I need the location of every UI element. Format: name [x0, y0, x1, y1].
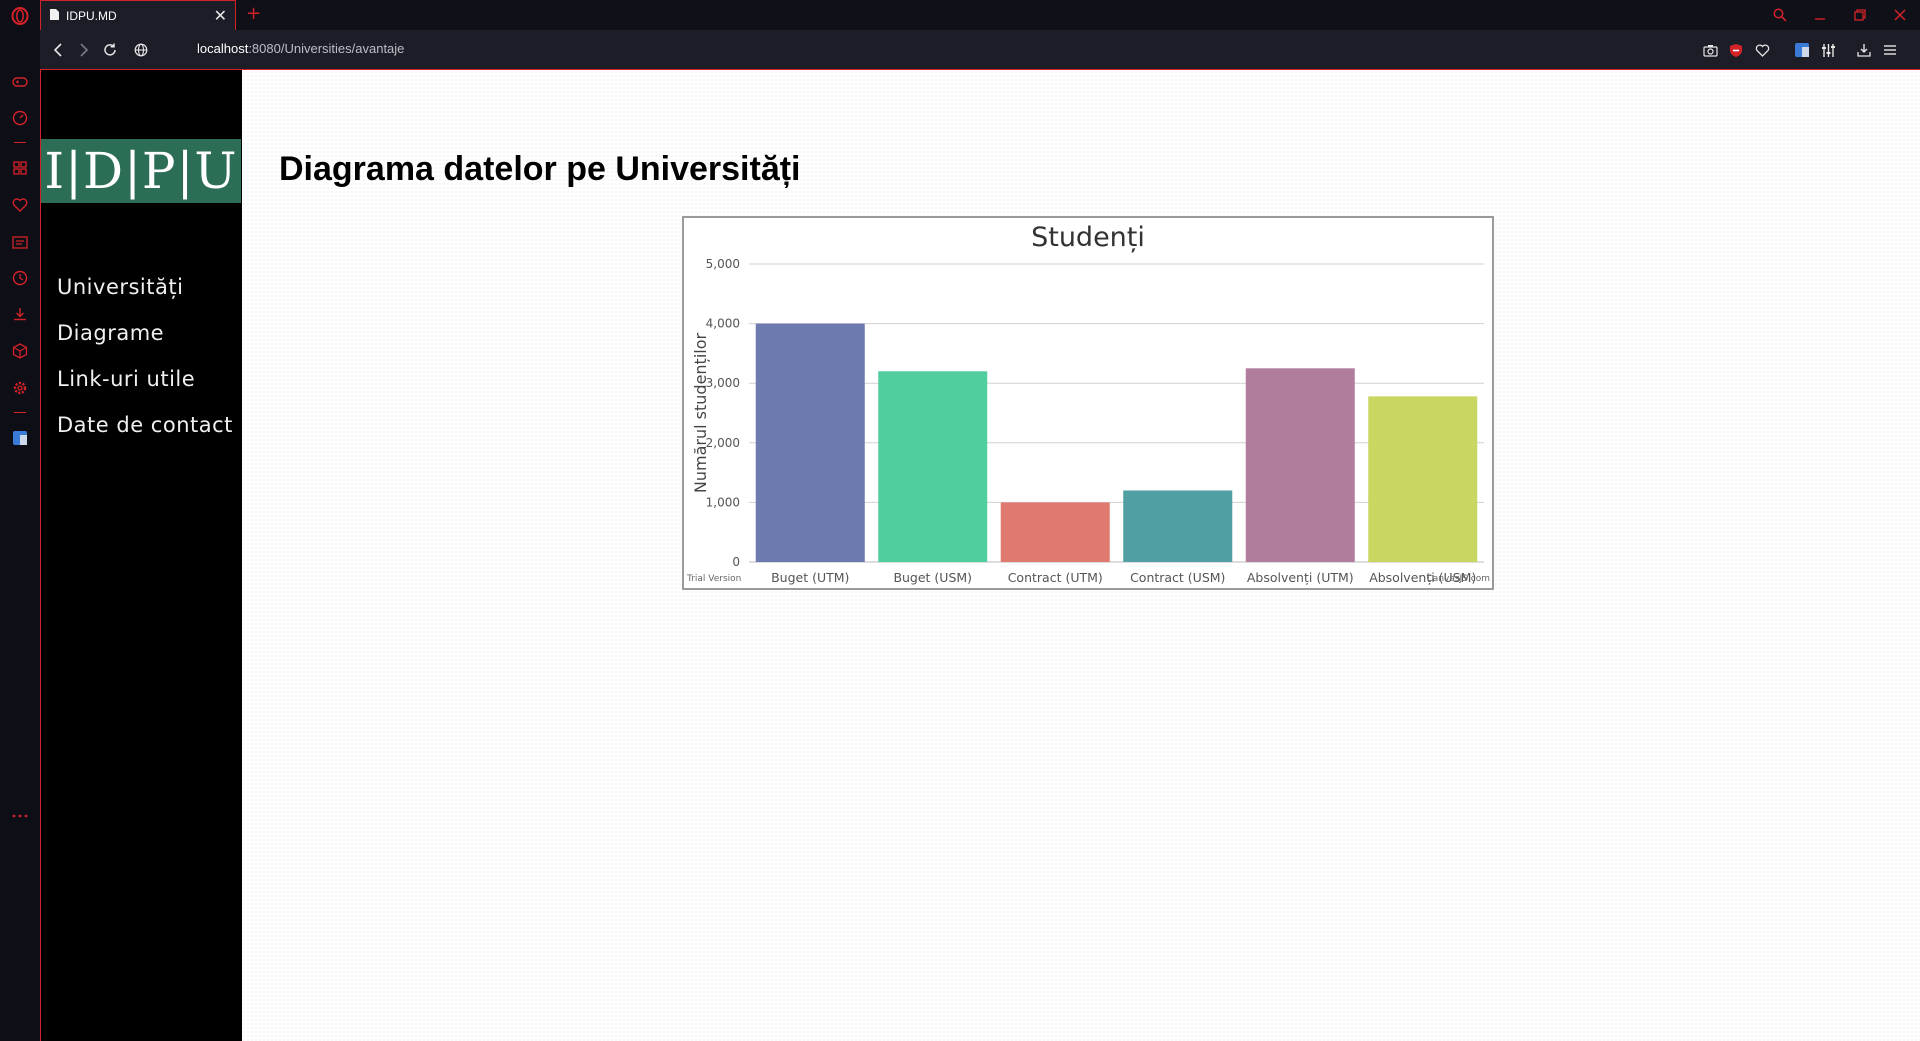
x-tick-label: Absolvenți (USM) [1369, 570, 1476, 585]
y-tick-label: 2,000 [706, 436, 740, 450]
bar-1 [755, 323, 865, 562]
bookmark-heart-icon[interactable] [1752, 40, 1772, 60]
browser-tab[interactable]: IDPU.MD ✕ [40, 0, 236, 30]
translate-extension-icon[interactable] [10, 428, 30, 448]
rail-separator [14, 412, 26, 413]
news-icon[interactable] [10, 232, 30, 252]
y-tick-label: 3,000 [706, 376, 740, 390]
rail-separator [14, 142, 26, 143]
browser-sidebar [0, 0, 40, 1041]
bar-4 [1123, 490, 1233, 562]
nav-item-universitati: Universități [57, 275, 233, 321]
window-controls [1760, 0, 1920, 30]
bar-chart: Studenți 0 1,000 2,000 3,000 4,000 5,000 Număru… [686, 222, 1490, 585]
page-document-icon [49, 6, 60, 25]
speedometer-icon[interactable] [10, 108, 30, 128]
site-info-globe-icon[interactable] [131, 40, 151, 60]
chart-title: Studenți [1031, 222, 1145, 253]
nav-item-diagrame: Diagrame [57, 321, 233, 367]
address-bar: localhost:8080/Universities/avantaje [40, 30, 1920, 70]
bar-2 [878, 371, 988, 562]
main-content: Diagrama datelor pe Universități Studenț… [242, 70, 1920, 1041]
translate-extension-icon[interactable] [1792, 40, 1812, 60]
nav-item-date-de-contact: Date de contact [57, 413, 233, 459]
nav-link-link-uri-utile[interactable]: Link-uri utile [57, 367, 196, 391]
site-sidebar: I|D|P|U Universități Diagrame Link-uri u… [41, 70, 241, 1041]
page-viewport: I|D|P|U Universități Diagrame Link-uri u… [40, 70, 1920, 1041]
nav-link-universitati[interactable]: Universități [57, 275, 184, 299]
restore-icon[interactable] [1840, 0, 1880, 30]
menu-hamburger-icon[interactable] [1880, 40, 1900, 60]
snapshot-camera-icon[interactable] [1700, 40, 1720, 60]
chart-container: Studenți 0 1,000 2,000 3,000 4,000 5,000 Număru… [682, 216, 1494, 590]
trial-version-watermark: Trial Version [686, 574, 741, 584]
site-logo[interactable]: I|D|P|U [41, 139, 241, 203]
y-tick-label: 0 [732, 555, 740, 569]
bar-5 [1245, 368, 1355, 562]
downloads-icon[interactable] [10, 304, 30, 324]
url-path: :8080/Universities/avantaje [248, 41, 405, 56]
url-host: localhost [197, 41, 249, 56]
tab-title: IDPU.MD [66, 8, 117, 23]
settings-gear-icon[interactable] [10, 378, 30, 398]
new-tab-plus-icon[interactable]: + [246, 3, 262, 24]
more-options-icon[interactable] [10, 806, 30, 826]
speed-dial-icon[interactable] [10, 158, 30, 178]
forward-arrow-icon[interactable] [74, 40, 94, 60]
bar-6 [1368, 396, 1478, 562]
extensions-cube-icon[interactable] [10, 341, 30, 361]
page-title: Diagrama datelor pe Universități [279, 150, 801, 188]
easy-setup-sliders-icon[interactable] [1818, 40, 1838, 60]
x-tick-label: Contract (USM) [1130, 570, 1225, 585]
nav-link-date-de-contact[interactable]: Date de contact [57, 413, 233, 437]
canvasjs-watermark: CanvasJS.com [1427, 574, 1490, 584]
y-tick-label: 5,000 [706, 257, 740, 271]
logo-text: I|D|P|U [44, 142, 238, 200]
opera-logo-icon[interactable] [10, 6, 30, 26]
nav-item-link-uri-utile: Link-uri utile [57, 367, 233, 413]
tab-close-icon[interactable]: ✕ [213, 5, 227, 25]
gamepad-icon[interactable] [10, 72, 30, 92]
history-clock-icon[interactable] [10, 268, 30, 288]
y-axis-label: Numărul studenților [691, 332, 710, 493]
reload-icon[interactable] [100, 40, 120, 60]
adblock-shield-icon[interactable] [1726, 40, 1746, 60]
heart-icon[interactable] [10, 195, 30, 215]
site-nav-menu: Universități Diagrame Link-uri utile Dat… [57, 275, 233, 459]
x-tick-label: Contract (UTM) [1008, 570, 1103, 585]
x-tick-label: Buget (UTM) [771, 570, 849, 585]
y-tick-label: 4,000 [706, 317, 740, 331]
minimize-icon[interactable] [1800, 0, 1840, 30]
nav-link-diagrame[interactable]: Diagrame [57, 321, 165, 345]
url-field[interactable]: localhost:8080/Universities/avantaje [197, 41, 404, 56]
bar-3 [1000, 502, 1110, 562]
x-tick-label: Buget (USM) [893, 570, 972, 585]
downloads-icon[interactable] [1854, 40, 1874, 60]
close-window-icon[interactable] [1880, 0, 1920, 30]
x-tick-label: Absolvenți (UTM) [1247, 570, 1354, 585]
back-arrow-icon[interactable] [48, 40, 68, 60]
tab-search-icon[interactable] [1760, 0, 1800, 30]
y-tick-label: 1,000 [706, 495, 740, 509]
tab-strip: IDPU.MD ✕ + [40, 0, 1920, 30]
